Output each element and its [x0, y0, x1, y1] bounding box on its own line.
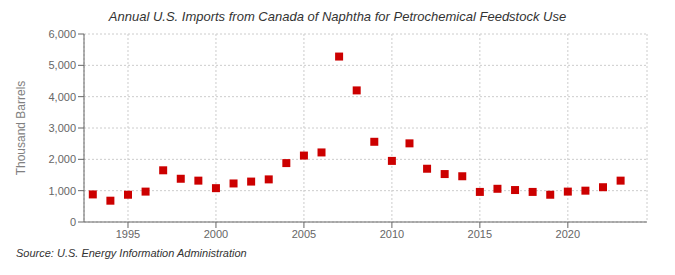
svg-text:2020: 2020	[556, 228, 580, 240]
svg-text:5,000: 5,000	[48, 59, 76, 71]
svg-text:4,000: 4,000	[48, 91, 76, 103]
svg-text:2015: 2015	[468, 228, 492, 240]
svg-text:3,000: 3,000	[48, 122, 76, 134]
svg-text:Thousand Barrels: Thousand Barrels	[14, 81, 28, 176]
svg-text:2,000: 2,000	[48, 153, 76, 165]
svg-text:2005: 2005	[292, 228, 316, 240]
svg-text:1995: 1995	[116, 228, 140, 240]
html-text:Source: U.S. Energy Informatio: Source: U.S. Energy Information Administ…	[16, 247, 247, 259]
svg-text:6,000: 6,000	[48, 28, 76, 40]
svg-text:2010: 2010	[380, 228, 404, 240]
html-text:Annual U.S. Imports from Canad: Annual U.S. Imports from Canada of Napht…	[108, 9, 567, 24]
svg-text:2000: 2000	[204, 228, 228, 240]
svg-text:1,000: 1,000	[48, 185, 76, 197]
svg-text:0: 0	[70, 216, 76, 228]
